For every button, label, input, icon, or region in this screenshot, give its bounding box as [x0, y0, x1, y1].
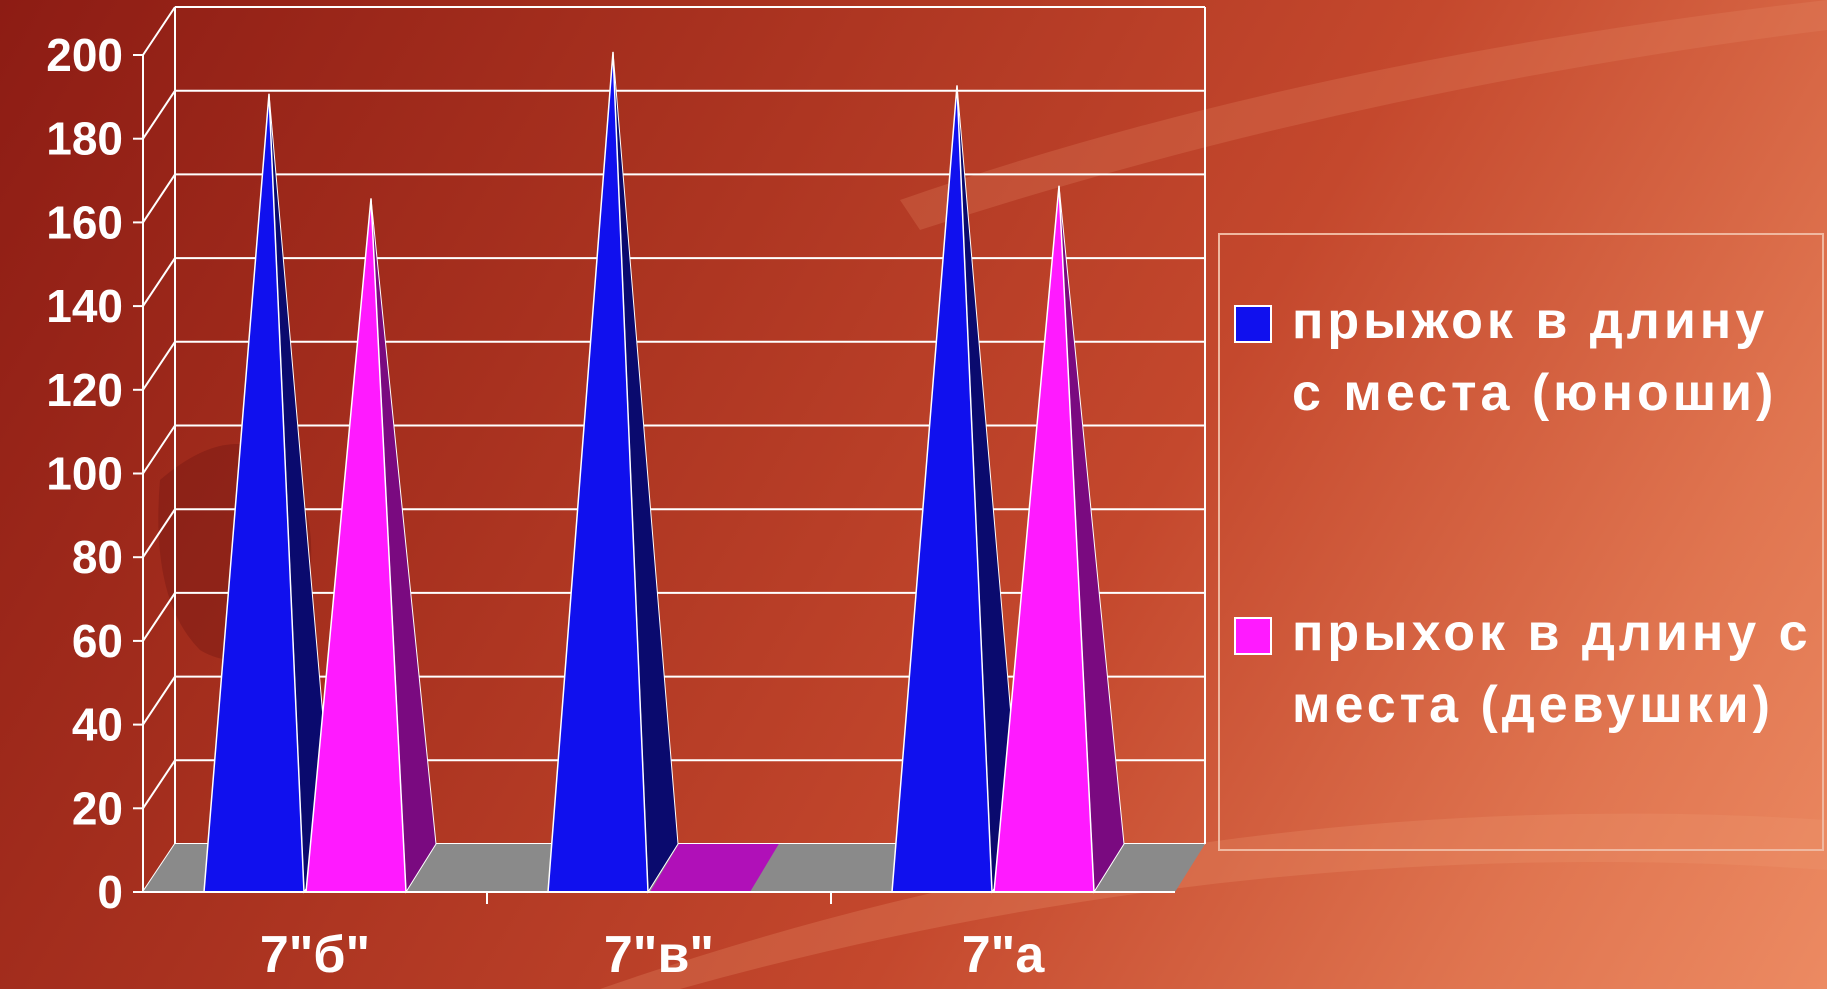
y-tick-label: 140 [46, 280, 123, 332]
legend-swatch-girls [1234, 617, 1272, 655]
gridline-side-60 [142, 592, 176, 642]
gridline-side-40 [142, 676, 176, 726]
x-category-label: 7"б" [260, 926, 370, 984]
gridline-side-80 [142, 508, 176, 558]
x-category-label: 7"а [962, 926, 1046, 984]
x-axis: 7"б" 7"в" 7"а [143, 891, 1175, 984]
y-tick-label: 100 [46, 448, 123, 500]
gridline-side-120 [142, 341, 176, 391]
y-tick-label: 180 [46, 113, 123, 165]
legend: прыжок в длину с места (юноши) прыхок в … [1218, 233, 1824, 851]
y-tick-label: 0 [97, 866, 123, 918]
y-tick-label: 160 [46, 196, 123, 248]
bars-layer [203, 51, 1125, 894]
gridline-side-140 [142, 257, 176, 307]
gridline-side-180 [142, 90, 176, 140]
gridline-side-100 [142, 424, 176, 475]
x-category-label: 7"в" [604, 926, 714, 984]
gridline-side-20 [142, 759, 176, 809]
legend-item-boys: прыжок в длину с места (юноши) [1234, 292, 1812, 429]
legend-label-girls: прыхок в длину с места (девушки) [1292, 604, 1812, 734]
gridline-side-160 [142, 173, 176, 223]
y-tick-label: 60 [72, 615, 123, 667]
legend-swatch-boys [1234, 305, 1272, 343]
y-tick-label: 120 [46, 364, 123, 416]
legend-item-girls: прыхок в длину с места (девушки) [1234, 604, 1812, 741]
gridline-side-200 [142, 6, 176, 56]
legend-label-boys: прыжок в длину с места (юноши) [1292, 292, 1778, 422]
y-axis: 0 20 40 60 80 100 120 140 160 180 200 [46, 29, 143, 918]
bar-zero-1-1 [650, 844, 779, 892]
y-tick-label: 20 [72, 782, 123, 834]
y-tick-label: 200 [46, 29, 123, 81]
y-tick-label: 80 [72, 531, 123, 583]
y-tick-label: 40 [72, 699, 123, 751]
